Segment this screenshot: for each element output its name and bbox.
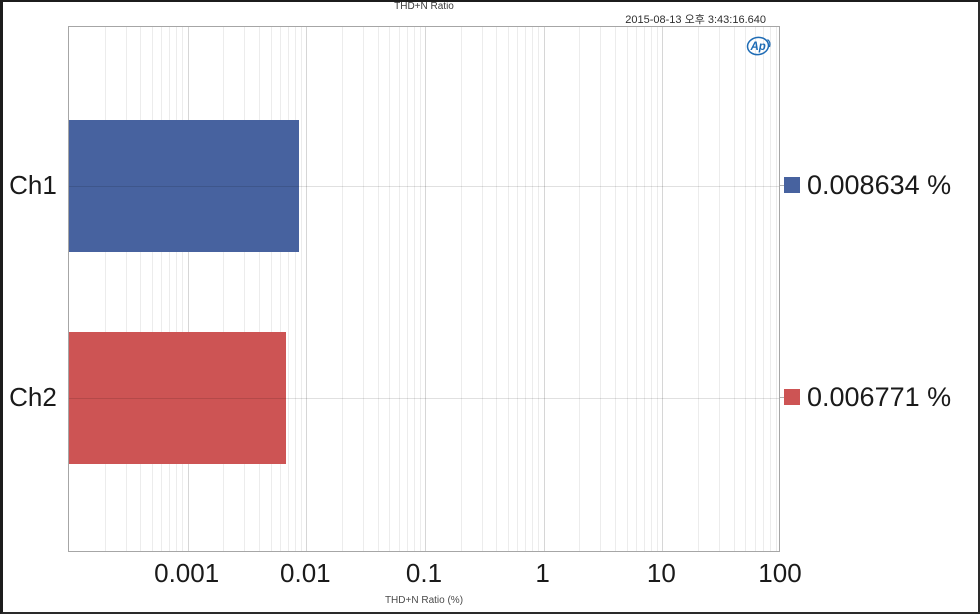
legend-value-ch2: 0.006771 % — [807, 382, 952, 412]
gridline-major — [662, 27, 664, 551]
gridline-minor — [244, 27, 246, 551]
gridline-minor — [517, 27, 519, 551]
bar-ch1 — [69, 120, 299, 252]
gridline-major — [306, 27, 308, 551]
gridline-minor — [600, 27, 602, 551]
gridline-minor — [151, 27, 153, 551]
timestamp: 2015-08-13 오후 3:43:16.640 — [625, 14, 766, 26]
gridline-minor — [775, 27, 777, 551]
legend-value-ch1: 0.008634 % — [807, 170, 952, 200]
gridline-major — [187, 27, 189, 551]
gridline-minor — [300, 27, 302, 551]
gridline-minor — [538, 27, 540, 551]
gridline-minor — [169, 27, 171, 551]
plot-area: Ap — [68, 26, 780, 552]
gridline-minor — [223, 27, 225, 551]
x-tick-label-10: 10 — [646, 558, 676, 588]
x-tick-label-100: 100 — [758, 558, 802, 588]
gridline-minor — [532, 27, 534, 551]
x-tick-label-0.1: 0.1 — [405, 558, 443, 588]
gridline-minor — [182, 27, 184, 551]
gridline-major — [543, 27, 545, 551]
gridline-category — [69, 398, 779, 399]
gridline-minor — [342, 27, 344, 551]
legend-swatch-ch1 — [784, 177, 800, 193]
gridline-minor — [698, 27, 700, 551]
gridline-minor — [718, 27, 720, 551]
legend-swatch-ch2 — [784, 389, 800, 405]
gridline-minor — [579, 27, 581, 551]
gridline-minor — [615, 27, 617, 551]
gridline-minor — [636, 27, 637, 551]
gridline-minor — [413, 27, 415, 551]
gridline-minor — [656, 27, 658, 551]
gridline-minor — [406, 27, 408, 551]
bar-ch2 — [69, 332, 287, 464]
gridline-minor — [650, 27, 652, 551]
x-tick-label-1: 1 — [535, 558, 550, 588]
gridline-major — [425, 27, 426, 551]
gridline-minor — [460, 27, 462, 551]
gridline-minor — [104, 27, 106, 551]
gridline-minor — [398, 27, 400, 551]
gridline-minor — [362, 27, 364, 551]
gridline-minor — [377, 27, 379, 551]
gridline-minor — [140, 27, 142, 551]
y-axis-label-ch1: Ch1 — [9, 170, 57, 200]
gridline-minor — [769, 27, 771, 551]
gridline-minor — [733, 27, 735, 551]
gridline-minor — [419, 27, 421, 551]
gridline-category — [69, 186, 779, 187]
gridline-minor — [496, 27, 498, 551]
gridline-minor — [643, 27, 645, 551]
gridline-minor — [161, 27, 163, 551]
ap-logo-icon: Ap — [745, 35, 773, 62]
gridline-minor — [287, 27, 289, 551]
plot-layers — [69, 27, 779, 551]
gridline-minor — [745, 27, 747, 551]
gridline-minor — [481, 27, 483, 551]
gridline-minor — [259, 27, 261, 551]
chart-title: THD+N Ratio — [394, 1, 454, 12]
gridline-minor — [389, 27, 391, 551]
gridline-minor — [270, 27, 272, 551]
gridline-minor — [176, 27, 178, 551]
gridline-minor — [525, 27, 527, 551]
ap-logo-text: Ap — [750, 41, 766, 53]
y-axis-label-ch2: Ch2 — [9, 382, 57, 412]
legend-tick — [780, 397, 787, 398]
gridline-minor — [280, 27, 281, 551]
x-axis-title: THD+N Ratio (%) — [384, 595, 464, 606]
legend-tick — [780, 185, 787, 186]
gridline-minor — [125, 27, 127, 551]
x-tick-label-0.001: 0.001 — [154, 558, 220, 588]
gridline-minor — [294, 27, 296, 551]
gridline-minor — [762, 27, 764, 551]
gridline-minor — [626, 27, 628, 551]
gridline-minor — [754, 27, 756, 551]
gridline-minor — [507, 27, 509, 551]
x-tick-label-0.01: 0.01 — [280, 558, 331, 588]
